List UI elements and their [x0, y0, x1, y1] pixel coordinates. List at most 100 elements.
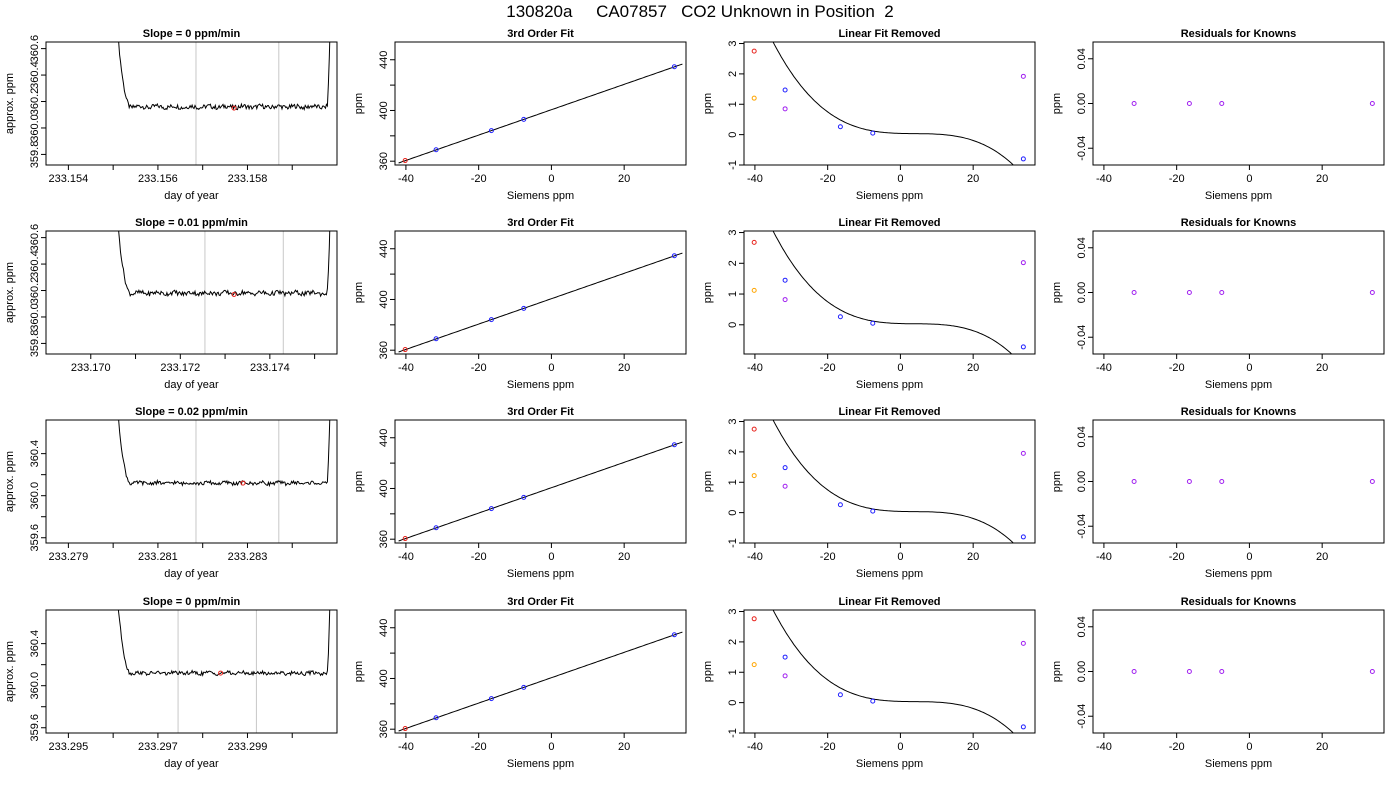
panel-title: Slope = 0 ppm/min [143, 596, 241, 608]
y-tick-label: 360 [378, 341, 390, 359]
data-point [402, 536, 408, 542]
panel-title: Slope = 0.01 ppm/min [135, 217, 248, 229]
x-tick-label: 20 [1316, 741, 1328, 753]
data-point [433, 715, 439, 721]
panel-1-3: Residuals for Knowns -40 -20 0 20 Siemens ppm… [1051, 217, 1385, 391]
y-tick-label: 0.04 [1076, 426, 1088, 447]
plot-frame [743, 41, 1036, 166]
data-point [488, 128, 494, 134]
y-tick-label: 3 [727, 229, 739, 235]
x-tick-label: -40 [1096, 362, 1112, 374]
x-axis-label: day of year [164, 190, 219, 202]
panel-2-0: Slope = 0.02 ppm/min 233.279 233.281 233.28… [4, 406, 338, 580]
data-point [521, 116, 527, 122]
x-tick-label: -40 [398, 551, 414, 563]
y-tick-label: 360 [378, 530, 390, 548]
x-axis-label: Siemens ppm [507, 758, 574, 770]
x-tick-label: -20 [1169, 551, 1185, 563]
x-tick-label: 233.279 [49, 551, 89, 563]
data-point [1020, 344, 1026, 350]
data-point [402, 347, 408, 353]
y-tick-label: 3 [727, 608, 739, 614]
panel-title: Residuals for Knowns [1181, 596, 1297, 608]
data-point [1186, 290, 1192, 295]
plot-frame [1092, 41, 1385, 166]
data-point [837, 124, 843, 130]
data-point [751, 616, 757, 622]
x-tick-label: 233.158 [228, 173, 268, 185]
data-point [1219, 101, 1225, 106]
y-tick-label: 2 [727, 260, 739, 266]
panel-title: 3rd Order Fit [507, 217, 574, 229]
y-tick-label: 440 [378, 51, 390, 69]
x-tick-label: -40 [398, 362, 414, 374]
x-tick-label: 0 [548, 551, 554, 563]
y-tick-label: 0.04 [1076, 237, 1088, 258]
x-tick-label: 233.297 [138, 741, 178, 753]
x-tick-label: -20 [471, 551, 487, 563]
panel-title: Residuals for Knowns [1181, 28, 1297, 40]
x-tick-label: -20 [1169, 173, 1185, 185]
x-tick-label: 20 [1316, 362, 1328, 374]
data-point [1020, 640, 1026, 646]
y-tick-label: 1 [727, 669, 739, 675]
x-tick-label: 20 [618, 362, 630, 374]
fit-curve-line [772, 420, 1015, 543]
x-tick-label: 0 [1246, 173, 1252, 185]
y-tick-label: -1 [727, 538, 739, 548]
x-tick-label: 20 [967, 173, 979, 185]
data-point [433, 525, 439, 531]
y-tick-label: 400 [378, 101, 390, 119]
y-tick-label: 400 [378, 479, 390, 497]
x-tick-label: 0 [548, 741, 554, 753]
x-tick-label: 0 [1246, 741, 1252, 753]
plot-frame [1092, 419, 1385, 544]
data-point [751, 426, 757, 432]
y-tick-label: 440 [378, 240, 390, 258]
data-point [751, 287, 757, 293]
x-tick-label: -40 [1096, 551, 1112, 563]
x-tick-label: -40 [1096, 173, 1112, 185]
plot-frame [45, 41, 338, 166]
data-point [402, 158, 408, 164]
y-tick-label: 360.4 [29, 630, 41, 658]
data-point [1186, 669, 1192, 674]
y-tick-label: 1 [727, 291, 739, 297]
data-point [488, 696, 494, 702]
data-point [521, 494, 527, 500]
y-tick-label: -0.04 [1076, 136, 1088, 161]
x-tick-label: 233.299 [228, 741, 268, 753]
x-tick-label: 0 [897, 551, 903, 563]
data-point [488, 506, 494, 512]
fit-curve-line [772, 231, 1013, 354]
x-tick-label: 0 [897, 741, 903, 753]
y-axis-label: ppm [702, 661, 714, 682]
panel-0-0: Slope = 0 ppm/min 233.154 233.156 233.158 da… [4, 28, 338, 202]
panel-3-0: Slope = 0 ppm/min 233.295 233.297 233.299 da… [4, 596, 338, 770]
data-point [782, 277, 788, 283]
y-tick-label: 0 [727, 700, 739, 706]
x-tick-label: 20 [1316, 173, 1328, 185]
x-tick-label: -20 [820, 741, 836, 753]
y-tick-label: 360.0 [29, 482, 41, 510]
data-point [782, 673, 788, 679]
y-axis-label: ppm [353, 93, 365, 114]
plot-frame [743, 230, 1036, 355]
y-tick-label: 0 [727, 322, 739, 328]
y-axis-label: approx. ppm [4, 641, 16, 702]
plot-frame [45, 230, 338, 355]
data-point [837, 502, 843, 508]
y-tick-label: 440 [378, 429, 390, 447]
panel-title: 3rd Order Fit [507, 596, 574, 608]
data-point [521, 305, 527, 311]
x-tick-label: 20 [618, 173, 630, 185]
panel-3-1: 3rd Order Fit -40 -20 0 20 Siemens ppm 360 400 4… [353, 596, 687, 770]
plot-frame [743, 419, 1036, 544]
data-point [751, 662, 757, 668]
panel-1-0: Slope = 0.01 ppm/min 233.170 233.172 233.17… [4, 217, 338, 391]
x-tick-label: 0 [1246, 362, 1252, 374]
x-axis-label: Siemens ppm [1205, 190, 1272, 202]
data-point [1186, 101, 1192, 106]
